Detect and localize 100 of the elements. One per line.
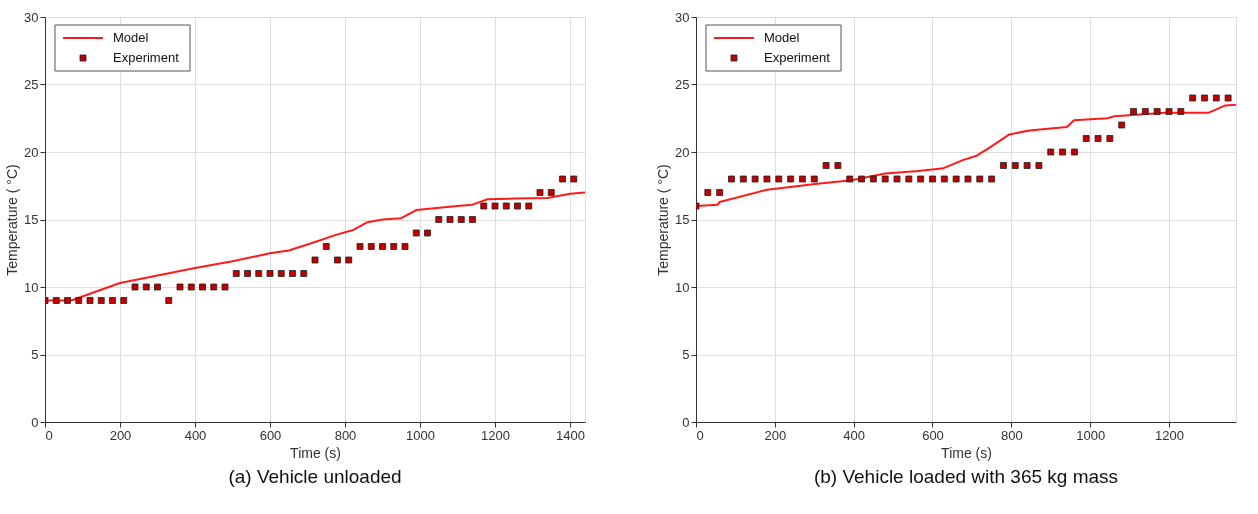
y-axis-title: Temperature ( °C): [4, 164, 21, 276]
point: [1153, 108, 1161, 115]
point: [244, 270, 251, 277]
point: [775, 175, 783, 183]
point: [763, 175, 771, 183]
x-tick-label: 400: [184, 427, 207, 443]
point: [881, 175, 889, 183]
point: [469, 216, 476, 223]
point: [905, 175, 913, 183]
y-tick-label: 30: [24, 9, 39, 25]
point: [289, 270, 296, 277]
point: [502, 202, 510, 210]
y-axis-title: Temperature ( °C): [655, 164, 672, 276]
point: [822, 162, 830, 169]
point: [1011, 162, 1019, 169]
point: [221, 283, 229, 291]
point: [536, 189, 544, 196]
point: [210, 283, 218, 291]
point: [1000, 162, 1007, 169]
text: (a) Vehicle unloaded: [228, 466, 402, 487]
point: [232, 270, 240, 277]
y-tick-label: 15: [24, 212, 39, 227]
point: [109, 297, 116, 304]
point: [1059, 148, 1066, 156]
y-tick-label: 5: [682, 347, 690, 362]
point: [787, 175, 794, 183]
point: [97, 297, 105, 304]
point: [1094, 135, 1102, 142]
point: [367, 243, 375, 250]
point: [131, 283, 139, 291]
y-tick-label: 25: [24, 77, 39, 92]
point: [716, 189, 724, 196]
point: [964, 175, 972, 183]
point: [311, 256, 319, 264]
point: [187, 283, 195, 291]
point: [739, 175, 747, 183]
x-axis-title: Time (s): [941, 444, 992, 461]
point: [917, 175, 925, 183]
x-tick-label: 200: [109, 427, 132, 443]
point: [266, 270, 274, 277]
point: [480, 202, 488, 210]
point: [401, 243, 409, 250]
point: [1118, 121, 1126, 129]
point: [799, 175, 806, 183]
point: [52, 297, 60, 304]
point: [356, 243, 364, 250]
y-tick-label: 10: [24, 279, 39, 295]
x-tick-label: 1400: [556, 427, 585, 443]
point: [457, 216, 465, 223]
x-tick-label: 0: [696, 427, 704, 443]
point: [1070, 148, 1078, 156]
point: [976, 175, 984, 183]
x-tick-label: 1000: [406, 427, 435, 443]
point: [1130, 108, 1137, 115]
point: [345, 256, 353, 264]
point: [435, 216, 443, 223]
point: [1224, 94, 1232, 102]
point: [390, 243, 398, 250]
point: [525, 202, 533, 210]
legend-label: Experiment: [764, 50, 831, 65]
y-tick-label: 20: [24, 144, 39, 160]
point: [547, 189, 555, 196]
point: [929, 175, 936, 183]
point: [1189, 94, 1197, 102]
point: [728, 175, 735, 183]
x-tick-label: 800: [334, 427, 357, 443]
point: [334, 256, 341, 264]
y-tick-label: 0: [682, 414, 690, 430]
x-tick-label: 1000: [1076, 427, 1106, 443]
point: [142, 283, 150, 291]
x-tick-label: 600: [922, 427, 944, 443]
point: [704, 189, 712, 196]
legend-label: Experiment: [113, 50, 180, 65]
point: [1023, 162, 1031, 169]
point: [570, 175, 578, 183]
point: [846, 175, 854, 183]
point: [424, 229, 431, 237]
point: [446, 216, 454, 223]
x-tick-label: 0: [45, 427, 53, 443]
x-tick-label: 1200: [1155, 427, 1184, 443]
x-tick-label: 200: [764, 427, 787, 443]
point: [176, 283, 184, 291]
point: [86, 297, 94, 304]
point: [1177, 108, 1185, 115]
point: [751, 175, 759, 183]
point: [1201, 94, 1208, 102]
point: [940, 175, 948, 183]
point: [1047, 148, 1055, 156]
point: [255, 270, 263, 277]
y-tick-label: 15: [675, 212, 690, 227]
y-tick-label: 20: [675, 144, 690, 160]
point: [834, 162, 842, 169]
point: [379, 243, 386, 250]
point: [559, 175, 566, 183]
point: [988, 175, 996, 183]
point: [1212, 94, 1220, 102]
point: [300, 270, 308, 277]
text: (b) Vehicle loaded with 365 kg mass: [813, 466, 1119, 487]
legend-label: Model: [764, 30, 800, 45]
point: [1106, 135, 1114, 142]
